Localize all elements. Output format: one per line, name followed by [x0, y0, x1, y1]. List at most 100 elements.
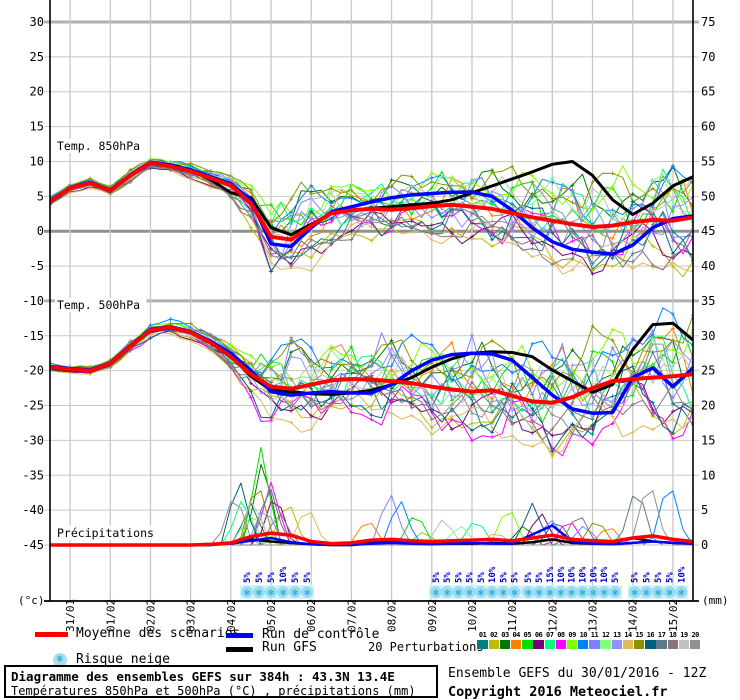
svg-text:5%: 5%: [243, 572, 253, 583]
svg-text:❄: ❄: [679, 589, 685, 599]
svg-text:❄: ❄: [292, 589, 298, 599]
diagram-subtitle: Températures 850hPa et 500hPa (°C) , pré…: [11, 684, 416, 698]
svg-text:-30: -30: [22, 433, 44, 447]
svg-text:❄: ❄: [644, 589, 650, 599]
svg-text:5%: 5%: [631, 572, 641, 583]
svg-text:❄: ❄: [501, 589, 507, 599]
svg-text:30: 30: [30, 15, 44, 29]
control-line-swatch: [226, 633, 253, 638]
svg-text:09/02: 09/02: [426, 599, 439, 632]
svg-text:60: 60: [701, 120, 715, 134]
svg-text:10%: 10%: [568, 566, 578, 583]
svg-text:10%: 10%: [557, 566, 567, 583]
svg-text:02/02: 02/02: [144, 599, 157, 632]
svg-text:10%: 10%: [488, 566, 498, 583]
svg-text:-15: -15: [22, 329, 44, 343]
svg-text:35: 35: [701, 294, 715, 308]
svg-text:❄: ❄: [256, 589, 262, 599]
svg-text:20: 20: [30, 85, 44, 99]
svg-text:-20: -20: [22, 364, 44, 378]
perturbation-legend-item: 20: [689, 631, 701, 649]
svg-text:10/02: 10/02: [466, 599, 479, 632]
svg-text:10%: 10%: [589, 566, 599, 583]
svg-text:(mm): (mm): [702, 594, 729, 607]
svg-text:5%: 5%: [291, 572, 301, 583]
gfs-line-label: Run GFS: [262, 640, 317, 655]
svg-text:❄: ❄: [268, 589, 274, 599]
svg-text:❄: ❄: [667, 589, 673, 599]
svg-text:❄: ❄: [433, 589, 439, 599]
svg-text:25: 25: [30, 50, 44, 64]
svg-text:0: 0: [37, 224, 44, 238]
svg-text:Temp. 500hPa: Temp. 500hPa: [57, 298, 140, 312]
svg-text:❄: ❄: [478, 589, 484, 599]
svg-text:10%: 10%: [578, 566, 588, 583]
svg-text:75: 75: [701, 15, 715, 29]
svg-text:Précipitations: Précipitations: [57, 526, 154, 540]
perturbation-legend-item: 19: [678, 631, 690, 649]
svg-text:10%: 10%: [279, 566, 289, 583]
svg-text:❄: ❄: [580, 589, 586, 599]
svg-text:❄: ❄: [244, 589, 250, 599]
svg-text:07/02: 07/02: [345, 599, 358, 632]
svg-text:05/02: 05/02: [265, 599, 278, 632]
mean-line-label: Moyenne des scénarios: [76, 626, 241, 641]
svg-text:03/02: 03/02: [185, 599, 198, 632]
perturbation-legend-item: 14: [622, 631, 634, 649]
svg-text:-45: -45: [22, 538, 44, 552]
perturbation-legend-item: 12: [600, 631, 611, 649]
svg-text:15%: 15%: [546, 566, 556, 583]
svg-text:55: 55: [701, 154, 715, 168]
perturbation-legend-item: 17: [656, 631, 667, 649]
perturbation-legend-item: 06: [533, 631, 544, 649]
svg-text:5%: 5%: [524, 572, 534, 583]
gfs-line-swatch: [226, 647, 253, 652]
svg-text:Temp. 850hPa: Temp. 850hPa: [57, 139, 140, 153]
svg-text:5%: 5%: [654, 572, 664, 583]
svg-text:5%: 5%: [499, 572, 509, 583]
svg-text:5%: 5%: [466, 572, 476, 583]
svg-text:20: 20: [701, 399, 715, 413]
svg-text:❄: ❄: [526, 589, 532, 599]
copyright: Copyright 2016 Meteociel.fr: [448, 684, 668, 700]
svg-text:15: 15: [30, 120, 44, 134]
svg-text:10%: 10%: [677, 566, 687, 583]
svg-text:❄: ❄: [601, 589, 607, 599]
svg-text:5%: 5%: [432, 572, 442, 583]
svg-text:65: 65: [701, 85, 715, 99]
svg-text:❄: ❄: [280, 589, 286, 599]
svg-text:25: 25: [701, 364, 715, 378]
svg-text:-35: -35: [22, 468, 44, 482]
svg-text:-40: -40: [22, 503, 44, 517]
perturbation-legend-item: 09: [566, 631, 578, 649]
svg-text:08/02: 08/02: [386, 599, 399, 632]
perturbations-label: 20 Perturbations: [368, 640, 484, 654]
perturbation-legend-item: 18: [667, 631, 678, 649]
perturbation-color-strip: 01 02 03 04 05 06 07 08 09 10 11 12 13 14 15 16 17 18 19 20: [477, 631, 705, 649]
perturbation-legend-item: 01: [477, 631, 488, 649]
svg-text:5%: 5%: [611, 572, 621, 583]
svg-text:31/01: 31/01: [64, 599, 77, 632]
svg-text:12/02: 12/02: [546, 599, 559, 632]
svg-text:14/02: 14/02: [627, 599, 640, 632]
svg-text:❄: ❄: [655, 589, 661, 599]
svg-text:5%: 5%: [303, 572, 313, 583]
svg-text:40: 40: [701, 259, 715, 273]
svg-text:❄: ❄: [558, 589, 564, 599]
svg-text:❄: ❄: [489, 589, 495, 599]
svg-text:5%: 5%: [454, 572, 464, 583]
perturbation-legend-item: 07: [544, 631, 555, 649]
svg-text:10: 10: [701, 468, 715, 482]
svg-text:0: 0: [701, 538, 708, 552]
svg-text:-10: -10: [22, 294, 44, 308]
ensemble-chart: ❄5%❄5%❄5%❄10%❄5%❄5%❄5%❄5%❄5%❄5%❄5%❄10%❄5…: [18, 0, 729, 632]
svg-text:5%: 5%: [511, 572, 521, 583]
svg-text:5%: 5%: [443, 572, 453, 583]
svg-text:❄: ❄: [547, 589, 553, 599]
svg-text:01/02: 01/02: [104, 599, 117, 632]
svg-text:❄: ❄: [304, 589, 310, 599]
svg-text:04/02: 04/02: [225, 599, 238, 632]
svg-text:(°c): (°c): [18, 594, 45, 607]
perturbation-legend-item: 10: [578, 631, 589, 649]
